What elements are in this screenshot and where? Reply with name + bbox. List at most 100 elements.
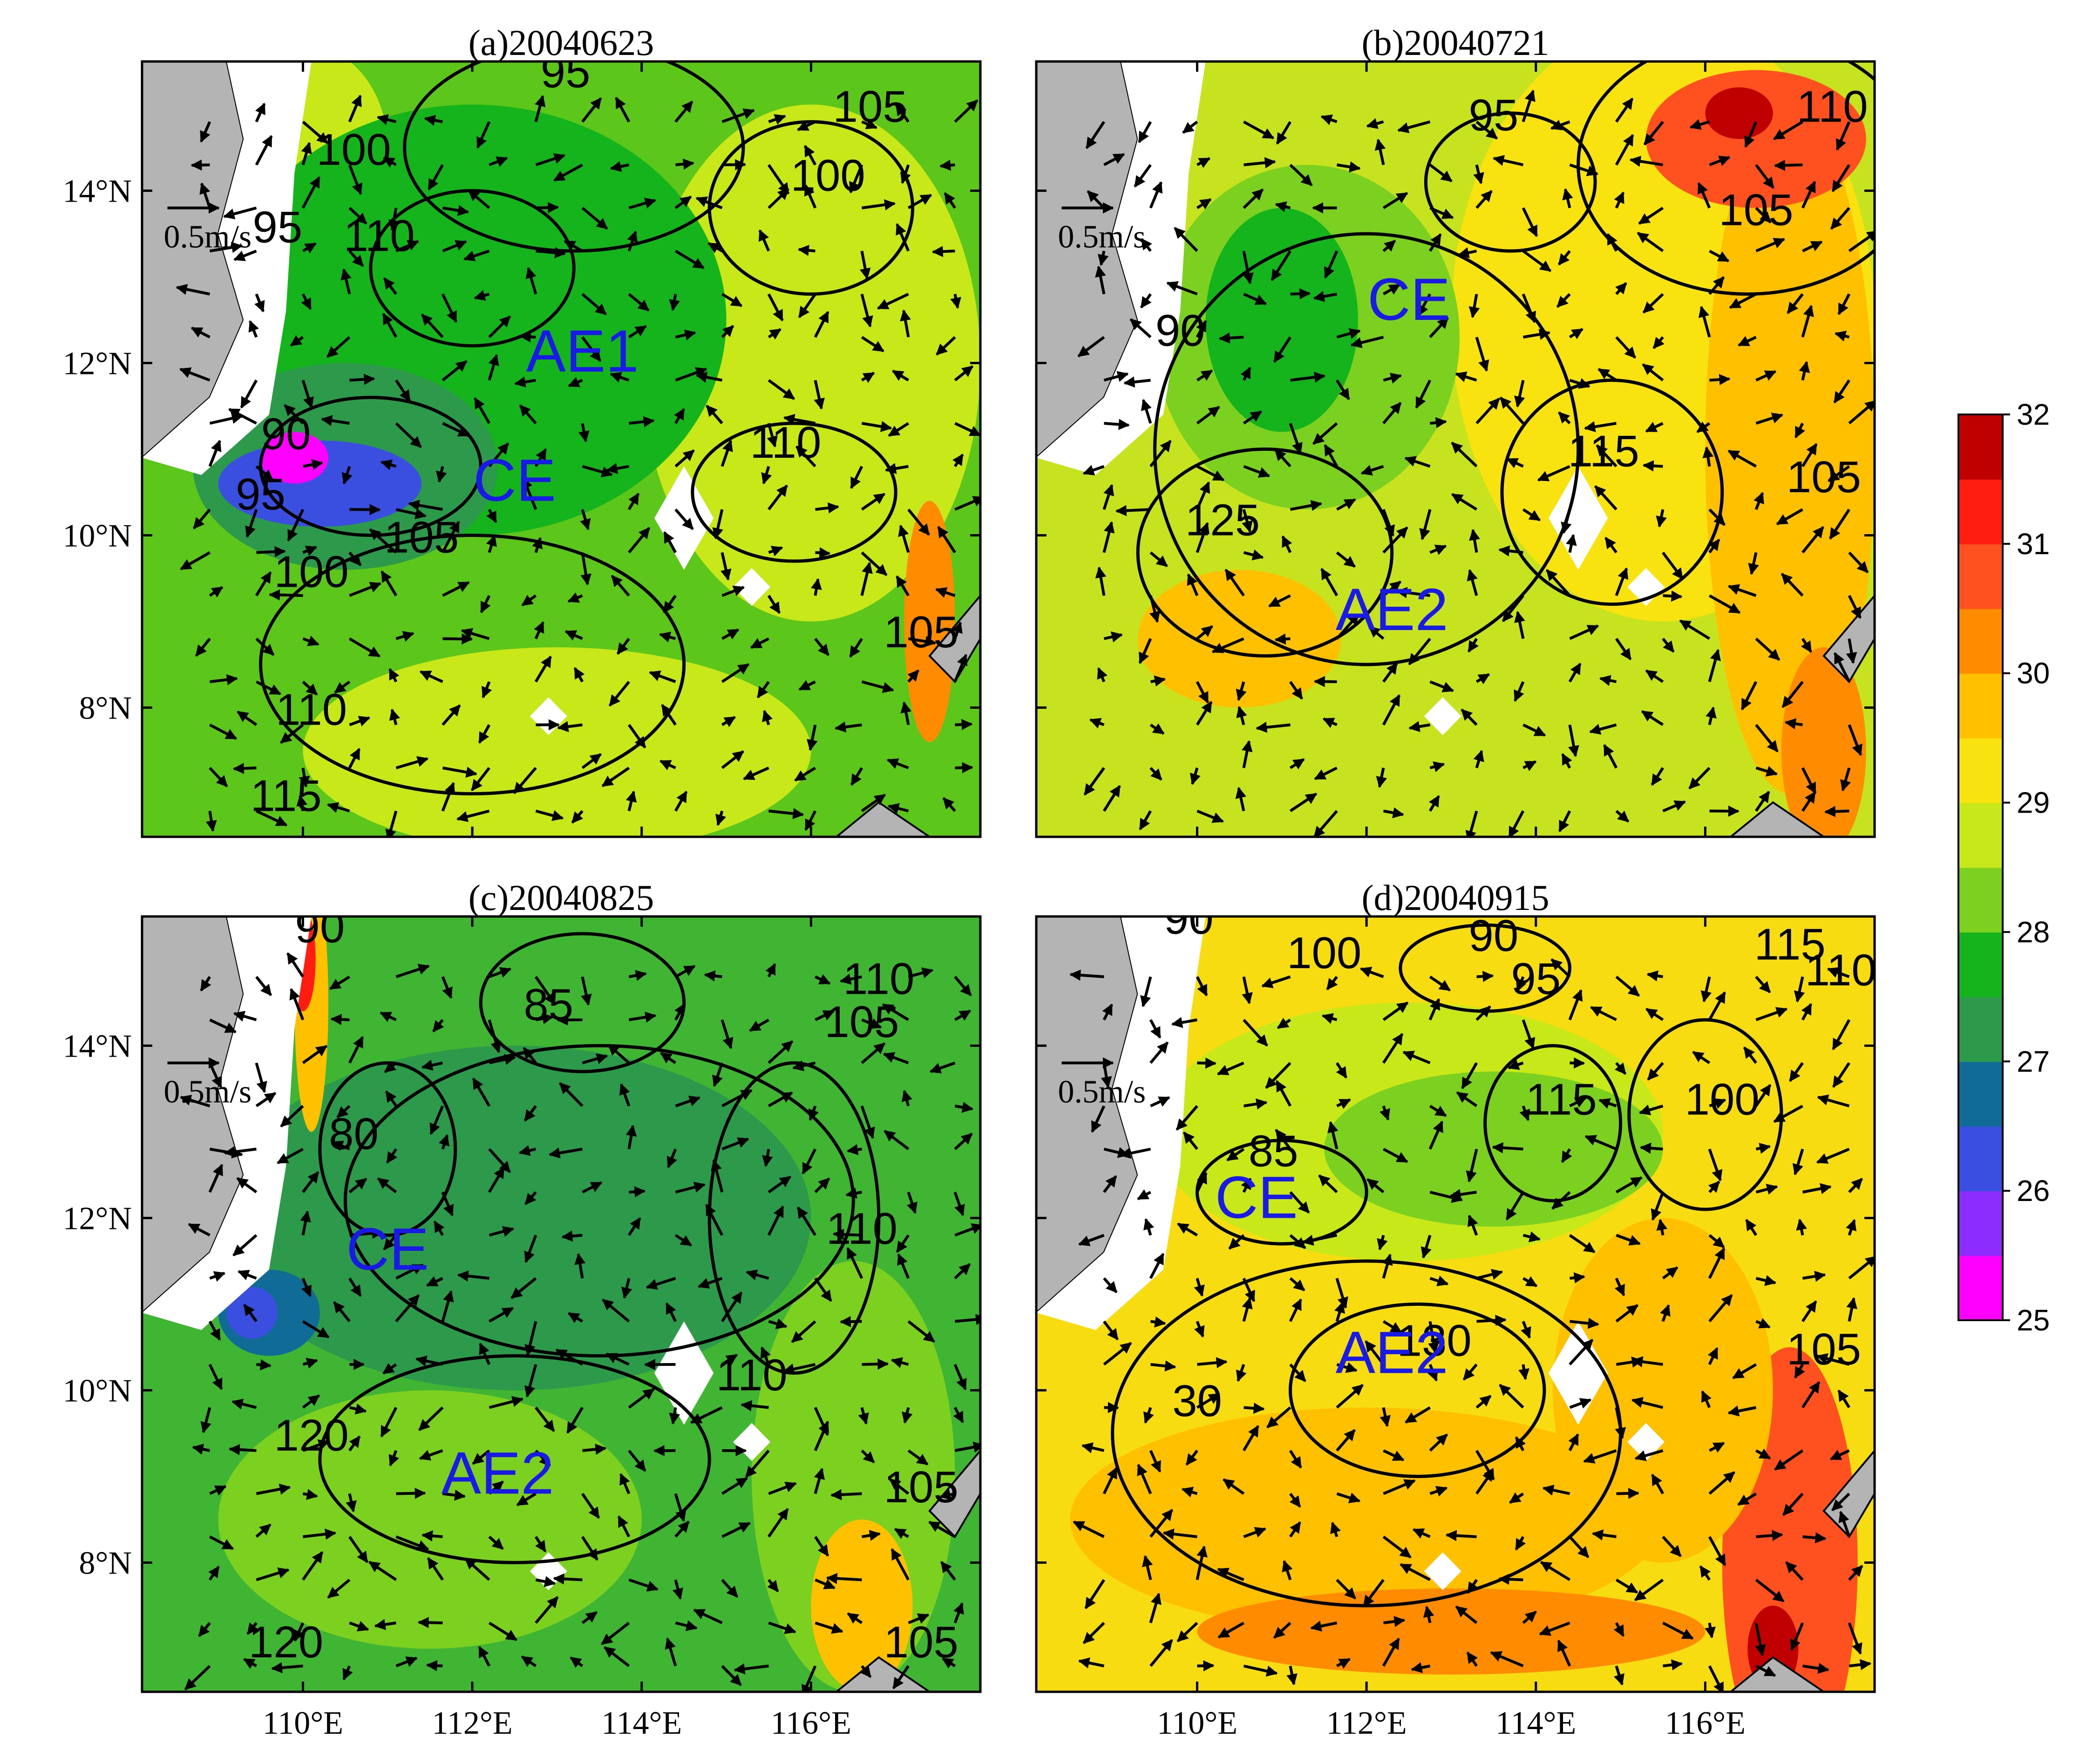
current-vector	[1599, 675, 1617, 686]
map-panel-2: 95 110 105 90 115 105 125 CE AE2 0.5m/s (b)2004072…	[1035, 22, 1876, 838]
current-vector	[394, 379, 411, 402]
current-vector	[1382, 580, 1401, 597]
current-vector	[734, 1663, 769, 1675]
eddy-label: AE2	[1336, 1320, 1448, 1386]
current-vector	[468, 189, 490, 209]
current-vector	[381, 570, 398, 597]
contour-label: 100	[791, 151, 865, 201]
current-vector	[1360, 465, 1384, 476]
current-vector	[1522, 1276, 1538, 1288]
current-vector	[302, 242, 317, 254]
current-vector	[1802, 240, 1823, 252]
current-vector	[1708, 276, 1725, 295]
current-vector	[953, 653, 968, 683]
current-vector	[388, 668, 400, 683]
height-contour	[707, 120, 915, 296]
current-vector	[929, 1061, 956, 1074]
current-vector	[442, 1489, 466, 1501]
current-vector	[1217, 1622, 1244, 1639]
current-vector	[302, 459, 324, 470]
coastal-nodata	[142, 916, 312, 1330]
current-vector	[908, 967, 934, 978]
current-vector	[395, 422, 422, 448]
current-vector	[1383, 1616, 1406, 1627]
land-borneo	[1729, 801, 1826, 837]
current-vector	[1242, 976, 1253, 1004]
current-vector	[646, 1277, 676, 1290]
current-vector	[1091, 1105, 1106, 1133]
current-vector	[208, 440, 222, 467]
current-vector	[767, 595, 781, 614]
current-vector	[939, 159, 955, 171]
current-vector	[1615, 97, 1634, 123]
current-vector	[1289, 1493, 1301, 1508]
current-vector	[767, 164, 790, 195]
current-vector	[1833, 379, 1850, 404]
current-vector	[861, 1449, 875, 1464]
current-vector	[581, 976, 592, 1006]
current-vector	[286, 952, 304, 978]
current-vector	[1679, 619, 1711, 640]
current-vector	[254, 293, 265, 312]
current-vector	[1701, 1390, 1712, 1408]
panel-title: (b)20040721	[1362, 22, 1550, 63]
current-vector	[1187, 573, 1199, 597]
current-vector	[768, 114, 786, 125]
current-vector	[1103, 631, 1123, 643]
current-vector	[1266, 1406, 1291, 1429]
sst-patch	[303, 647, 811, 837]
height-contour	[403, 61, 745, 253]
current-vector	[907, 509, 930, 536]
map-panel-1: 95 105 100 100 95 110 90 95 110 100 105 105 110 115 AE…	[62, 22, 982, 838]
current-vector	[698, 1277, 723, 1289]
current-vector	[721, 1665, 742, 1686]
current-vector	[954, 496, 980, 511]
current-vector	[424, 115, 443, 126]
current-vector	[1492, 1142, 1523, 1153]
current-vector	[1557, 250, 1571, 265]
current-vector	[802, 1148, 817, 1175]
current-vector	[1261, 975, 1291, 989]
current-vector	[1134, 164, 1152, 188]
current-vector	[892, 369, 910, 382]
current-vector	[1428, 795, 1440, 812]
current-vector	[1708, 539, 1720, 554]
current-vector	[750, 637, 769, 649]
current-vector	[296, 794, 308, 812]
current-vector	[380, 1011, 397, 1022]
current-vector	[814, 1277, 832, 1302]
current-vector	[859, 251, 871, 280]
current-vector	[1290, 500, 1323, 511]
current-vector	[1429, 1276, 1449, 1287]
current-vector	[271, 1662, 303, 1674]
current-vector	[1562, 188, 1573, 209]
colorbar-segment	[1958, 1191, 2003, 1256]
contour-label: 110	[344, 211, 415, 261]
eddy-label: AE2	[1336, 577, 1448, 643]
current-vector	[1709, 250, 1730, 263]
current-vector	[1313, 676, 1337, 687]
current-vector	[1522, 1610, 1537, 1624]
current-vector	[255, 135, 273, 166]
current-vector	[861, 119, 878, 129]
current-vector	[302, 1489, 318, 1500]
current-vector	[1429, 1486, 1448, 1497]
current-vector	[674, 449, 695, 468]
current-vector	[1196, 976, 1208, 997]
current-vector	[628, 1011, 657, 1023]
current-vector	[1383, 373, 1402, 384]
current-vector	[1242, 1425, 1259, 1452]
current-vector	[1637, 231, 1664, 252]
current-vector	[1754, 492, 1764, 510]
height-contour	[479, 932, 686, 1073]
current-vector	[897, 1253, 910, 1279]
current-vector	[1737, 1492, 1757, 1506]
current-vector	[721, 585, 745, 597]
current-vector	[580, 509, 591, 530]
current-vector	[1502, 595, 1524, 622]
current-vector	[1651, 1191, 1665, 1221]
current-vector	[184, 1665, 211, 1690]
current-vector	[1801, 638, 1813, 653]
current-vector	[442, 704, 461, 726]
current-vector	[1569, 1535, 1590, 1558]
